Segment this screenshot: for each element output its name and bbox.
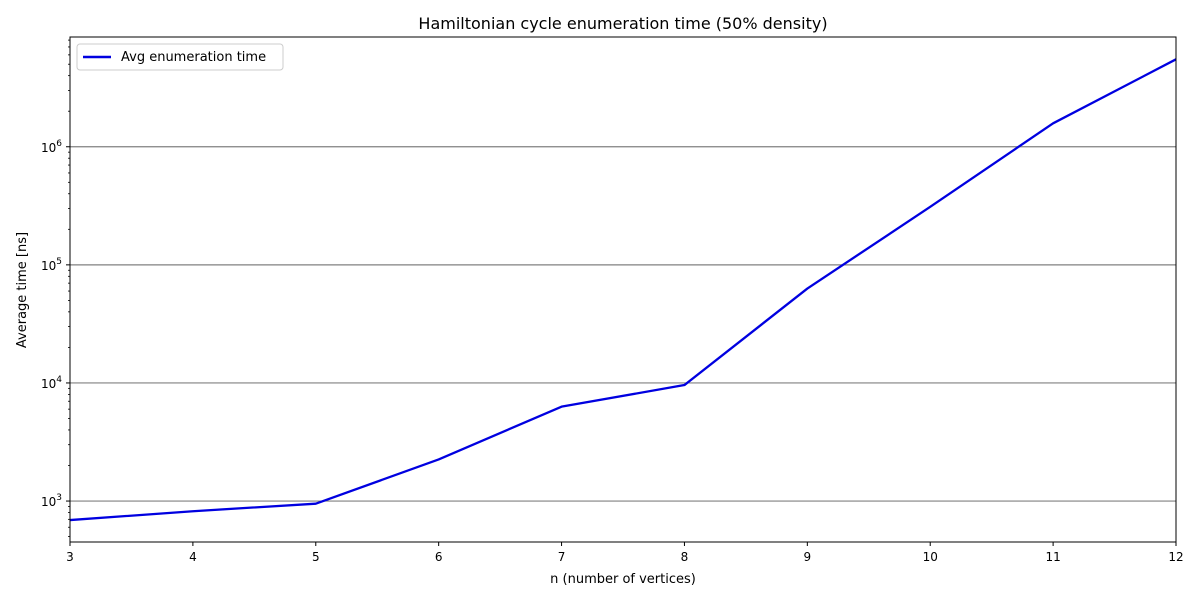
x-tick-label: 7 <box>558 550 566 564</box>
y-tick-label: 106 <box>41 139 62 155</box>
x-tick-label: 10 <box>923 550 938 564</box>
x-axis-title: n (number of vertices) <box>550 572 696 587</box>
data-point <box>807 288 808 289</box>
y-tick-label: 105 <box>41 257 62 273</box>
x-tick-label: 11 <box>1045 550 1060 564</box>
legend: Avg enumeration time <box>76 43 284 71</box>
data-point <box>930 206 931 207</box>
grid-layer <box>70 146 1176 502</box>
y-axis: 103 104 105 106 <box>41 39 70 537</box>
y-axis-title: Average time [ns] <box>15 232 30 348</box>
x-tick-label: 3 <box>66 550 74 564</box>
x-tick-label: 5 <box>312 550 320 564</box>
legend-label: Avg enumeration time <box>121 50 266 65</box>
data-point <box>192 511 193 512</box>
series-line <box>69 58 1177 522</box>
y-tick-label: 104 <box>41 375 62 391</box>
y-tick-label: 103 <box>41 493 62 509</box>
data-point <box>561 406 562 407</box>
data-point <box>438 459 439 460</box>
x-tick-label: 12 <box>1168 550 1183 564</box>
plot-frame <box>69 36 1177 543</box>
x-tick-label: 4 <box>189 550 197 564</box>
chart-title: Hamiltonian cycle enumeration time (50% … <box>418 14 827 33</box>
data-point <box>684 385 685 386</box>
x-tick-label: 6 <box>435 550 443 564</box>
legend-box <box>76 43 284 71</box>
x-axis: 3 4 5 6 7 8 9 10 11 12 <box>66 542 1184 564</box>
x-tick-label: 9 <box>804 550 812 564</box>
x-tick-label: 8 <box>681 550 689 564</box>
data-point <box>315 503 316 504</box>
data-point <box>1053 123 1054 124</box>
series-layer <box>69 58 1177 522</box>
